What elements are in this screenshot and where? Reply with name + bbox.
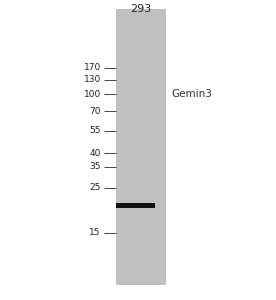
Bar xyxy=(116,9,166,285)
Text: 55: 55 xyxy=(89,126,101,135)
Text: 70: 70 xyxy=(89,106,101,116)
Text: 15: 15 xyxy=(89,228,101,237)
Text: 25: 25 xyxy=(89,183,101,192)
Bar xyxy=(116,203,155,208)
Text: 40: 40 xyxy=(89,148,101,158)
Text: Gemin3: Gemin3 xyxy=(171,89,212,100)
Text: 170: 170 xyxy=(83,63,101,72)
Text: 130: 130 xyxy=(83,75,101,84)
Text: 100: 100 xyxy=(83,90,101,99)
Text: 35: 35 xyxy=(89,162,101,171)
Text: 293: 293 xyxy=(130,4,151,14)
